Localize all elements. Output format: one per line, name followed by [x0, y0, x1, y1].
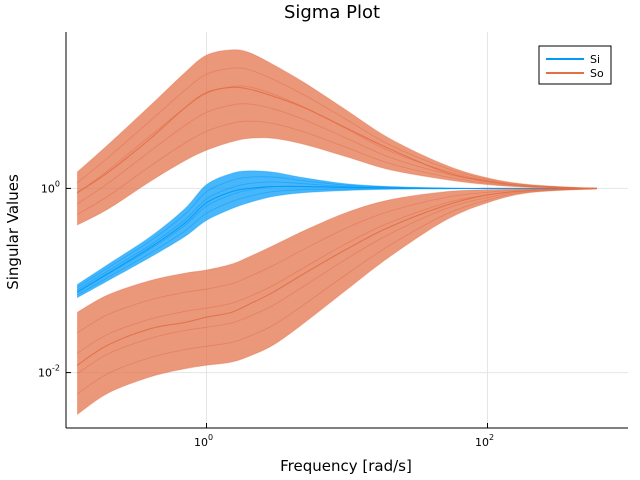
- sample-curve-so-2: [76, 188, 597, 375]
- center-line-si-0: [76, 185, 597, 293]
- sample-curve-so-1: [76, 103, 597, 205]
- sample-curve-so-2: [76, 188, 597, 395]
- x-tick-exponent: 0: [208, 433, 213, 442]
- series-si-0: [76, 170, 597, 299]
- legend: Si So: [538, 45, 612, 85]
- lower-edge-so-1: [76, 137, 597, 226]
- upper-edge-so-2: [76, 187, 597, 313]
- center-line-so-1: [76, 86, 597, 194]
- upper-edge-so-1: [76, 49, 597, 189]
- axes: [65, 32, 628, 429]
- sample-curve-so-2: [76, 188, 597, 334]
- lower-edge-so-2: [76, 188, 597, 415]
- legend-label-so: So: [590, 67, 604, 80]
- legend-box: [538, 45, 612, 85]
- series-so-1: [76, 49, 597, 226]
- band-so-2: [77, 188, 597, 415]
- data-layer: [76, 49, 597, 415]
- chart-title: Sigma Plot: [284, 2, 380, 23]
- y-tick-exponent: 0: [55, 179, 60, 188]
- sample-curve-so-1: [76, 120, 597, 215]
- y-axis-label: Singular Values: [4, 174, 22, 290]
- center-line-so-2: [76, 187, 597, 366]
- legend-label-si: Si: [590, 53, 600, 66]
- sample-curve-so-1: [76, 67, 597, 189]
- x-tick-exponent: 2: [489, 433, 494, 442]
- band-so-1: [77, 49, 597, 226]
- x-axis-label: Frequency [rad/s]: [280, 457, 412, 475]
- y-tick-exponent: -2: [52, 364, 60, 373]
- series-so-2: [76, 187, 597, 415]
- sample-curve-so-1: [76, 85, 597, 194]
